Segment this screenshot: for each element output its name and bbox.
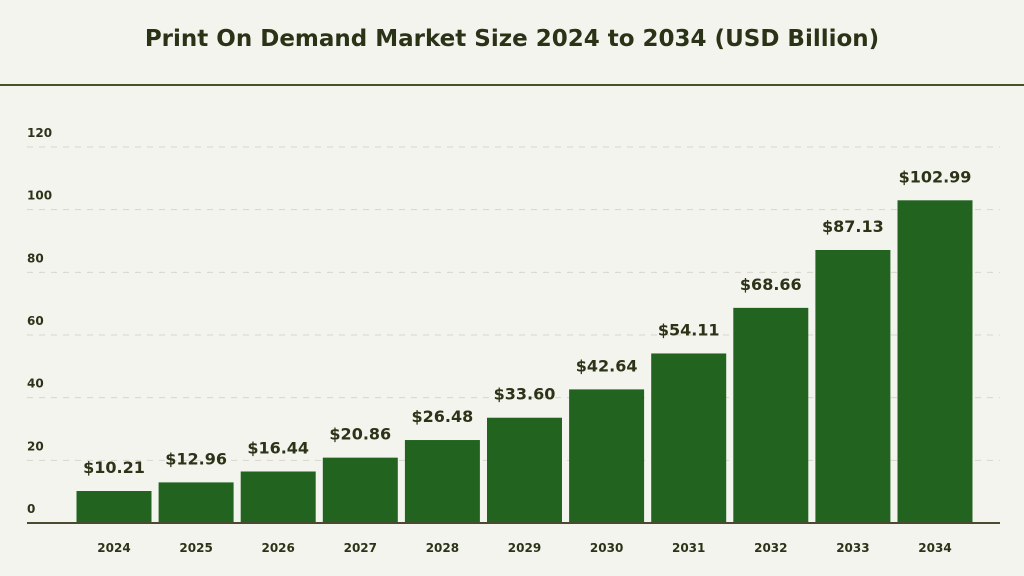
bar-2025 — [158, 482, 234, 523]
y-tick-label: 40 — [27, 377, 44, 391]
x-tick-label: 2029 — [508, 541, 541, 555]
data-label: $12.96 — [165, 449, 227, 468]
title-divider — [0, 84, 1024, 86]
bar-2028 — [404, 440, 480, 523]
data-label: $42.64 — [576, 356, 638, 375]
data-label: $26.48 — [412, 407, 474, 426]
x-tick-label: 2026 — [261, 541, 294, 555]
bar-2029 — [487, 417, 562, 523]
y-tick-label: 120 — [27, 126, 52, 140]
chart-title: Print On Demand Market Size 2024 to 2034… — [144, 26, 880, 52]
bar-2034 — [897, 200, 973, 523]
y-tick-label: 60 — [27, 314, 44, 328]
x-tick-label: 2028 — [426, 541, 459, 555]
data-label: $54.11 — [658, 320, 720, 339]
x-tick-label: 2033 — [836, 541, 869, 555]
bar-2026 — [240, 471, 316, 523]
y-tick-label: 20 — [27, 439, 44, 453]
y-tick-label: 0 — [27, 502, 35, 516]
data-label: $16.44 — [247, 438, 309, 457]
bar-2032 — [733, 307, 809, 523]
x-tick-label: 2030 — [590, 541, 623, 555]
x-tick-label: 2027 — [344, 541, 377, 555]
data-label: $33.60 — [494, 385, 556, 404]
data-label: $10.21 — [83, 458, 145, 477]
bar-2024 — [76, 491, 152, 523]
bar-2027 — [322, 457, 398, 523]
data-label: $102.99 — [899, 167, 972, 186]
data-label: $87.13 — [822, 217, 884, 236]
y-tick-label: 100 — [27, 189, 52, 203]
x-tick-label: 2032 — [754, 541, 787, 555]
x-tick-label: 2031 — [672, 541, 705, 555]
bar-2033 — [815, 249, 891, 523]
x-tick-label: 2034 — [918, 541, 951, 555]
bar-2030 — [569, 389, 645, 523]
y-tick-label: 80 — [27, 251, 44, 265]
data-label: $20.86 — [329, 425, 391, 444]
bar-2031 — [651, 353, 727, 523]
x-tick-label: 2024 — [97, 541, 130, 555]
x-tick-label: 2025 — [179, 541, 212, 555]
data-label: $68.66 — [740, 275, 802, 294]
